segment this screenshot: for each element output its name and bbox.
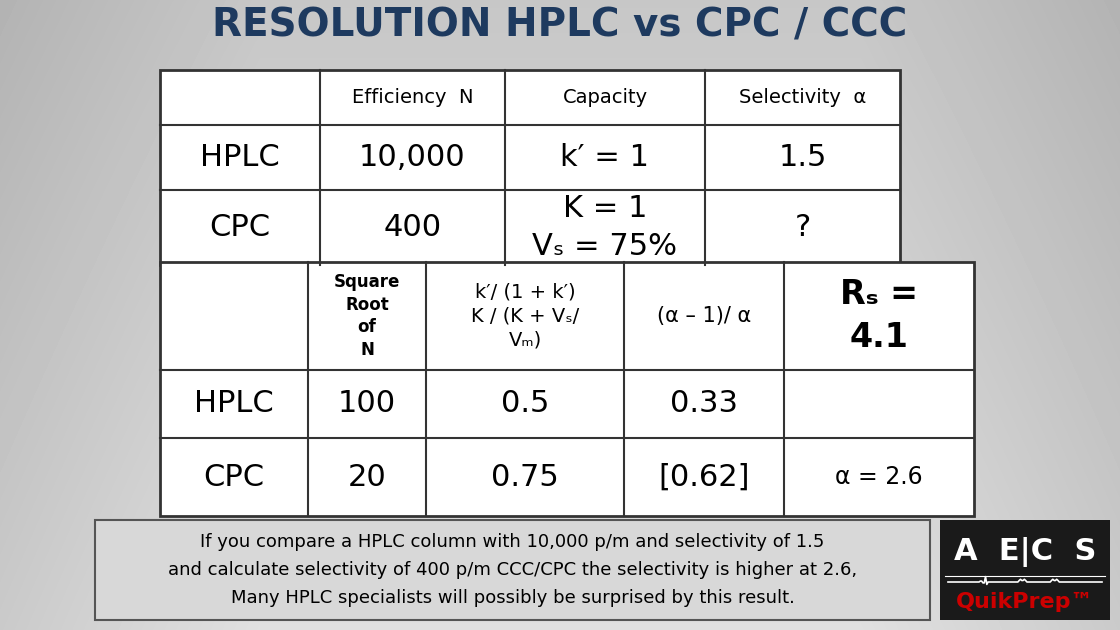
Text: 1.5: 1.5 [778,143,827,172]
Text: HPLC: HPLC [194,389,274,418]
Text: [0.62]: [0.62] [659,462,749,491]
Text: CPC: CPC [204,462,264,491]
Text: A  E|C  S: A E|C S [954,537,1096,567]
Text: Efficiency  N: Efficiency N [352,88,474,107]
Text: Rₛ =
4.1: Rₛ = 4.1 [840,278,918,353]
Text: 10,000: 10,000 [360,143,466,172]
Text: Square
Root
of
N: Square Root of N [334,273,400,359]
Bar [95,520,930,620]
Text: ?: ? [794,213,811,242]
Text: 0.5: 0.5 [501,389,549,418]
Text: k′/ (1 + k′)
K / (K + Vₛ/
Vₘ): k′/ (1 + k′) K / (K + Vₛ/ Vₘ) [470,282,579,350]
Text: K = 1
Vₛ = 75%: K = 1 Vₛ = 75% [532,194,678,261]
Text: 20: 20 [347,462,386,491]
Text: (α – 1)/ α: (α – 1)/ α [656,306,752,326]
Text: QuikPrep™: QuikPrep™ [956,592,1094,612]
Text: α = 2.6: α = 2.6 [836,465,923,489]
Text: If you compare a HPLC column with 10,000 p/m and selectivity of 1.5
and calculat: If you compare a HPLC column with 10,000… [168,533,857,607]
Bar [160,262,974,516]
Text: k′ = 1: k′ = 1 [560,143,650,172]
Text: Selectivity  α: Selectivity α [739,88,866,107]
Text: 0.75: 0.75 [492,462,559,491]
Text: HPLC: HPLC [200,143,280,172]
Bar [160,70,900,265]
Text: 0.33: 0.33 [670,389,738,418]
Text: 400: 400 [383,213,441,242]
Text: RESOLUTION HPLC vs CPC / CCC: RESOLUTION HPLC vs CPC / CCC [213,6,907,44]
Bar [940,520,1110,620]
Text: 100: 100 [338,389,396,418]
Text: CPC: CPC [209,213,271,242]
Text: Capacity: Capacity [562,88,647,107]
